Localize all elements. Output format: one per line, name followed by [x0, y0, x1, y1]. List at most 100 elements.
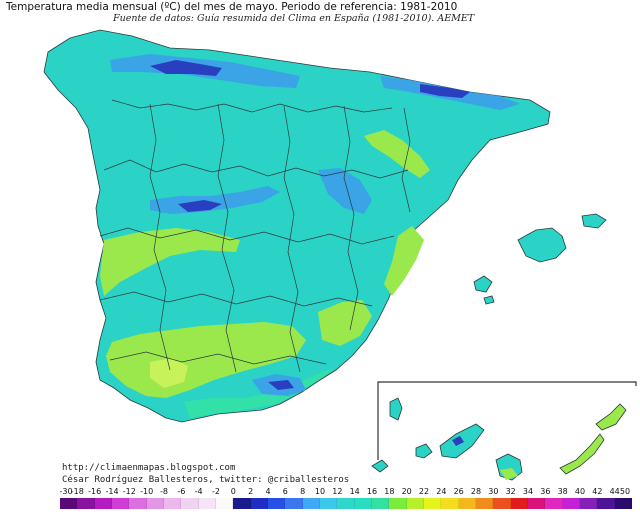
author-credit: César Rodríguez Ballesteros, twitter: @c…	[62, 475, 350, 485]
legend-tick-label: -30	[59, 487, 73, 496]
peninsula	[43, 29, 551, 423]
island-el-hierro	[371, 459, 389, 473]
temperature-legend: -30 -18 -16 -14 -12 -10 -8 -6 -4 -2 0 2 4 6 8 10 12 14 16 1…	[59, 487, 632, 511]
legend-tick-label: 10	[314, 487, 326, 496]
inset-frame	[377, 381, 637, 460]
legend-tick-label: 4	[265, 487, 271, 496]
legend-tick-label: 12	[332, 487, 343, 496]
legend-swatch	[285, 498, 303, 509]
legend-swatch	[527, 498, 546, 509]
legend-tick-label: -18	[70, 487, 84, 496]
warm-zone-levante	[384, 226, 424, 296]
legend-tick-label: 22	[418, 487, 430, 496]
legend-tick-label: 24	[436, 487, 447, 496]
legend-tick-label: -2	[212, 487, 220, 496]
legend-swatch	[510, 498, 528, 509]
legend-swatch	[233, 498, 251, 509]
legend-swatch	[337, 498, 355, 509]
legend-swatch	[319, 498, 338, 509]
legend-tick-label: 32	[505, 487, 516, 496]
map-title: Temperatura media mensual (ºC) del mes d…	[6, 1, 458, 13]
legend-swatch	[198, 498, 216, 509]
legend-swatch	[545, 498, 563, 509]
legend-tick-label: -14	[105, 487, 119, 496]
legend-tick-label: -12	[122, 487, 136, 496]
warm-zone-extremadura	[100, 228, 240, 296]
canary-inset	[371, 381, 637, 481]
legend-tick-labels: -30 -18 -16 -14 -12 -10 -8 -6 -4 -2 0 2 4 6 8 10 12 14 16 1…	[59, 487, 632, 498]
legend-tick-label: -4	[194, 487, 203, 496]
legend-swatch	[77, 498, 95, 509]
legend-tick-label: -10	[140, 487, 154, 496]
legend-tick-label: 8	[300, 487, 306, 496]
island-ibiza	[473, 275, 493, 293]
legend-swatch	[423, 498, 442, 509]
legend-swatch	[614, 498, 632, 509]
province-borders	[99, 99, 411, 373]
warm-zone-gran-canaria	[500, 468, 518, 480]
hot-zone-sevilla	[150, 358, 188, 388]
legend-swatch	[146, 498, 164, 509]
legend-swatch	[597, 498, 615, 509]
legend-swatch	[475, 498, 494, 509]
legend-tick-label: 34	[522, 487, 534, 496]
legend-swatch	[215, 498, 234, 509]
island-formentera	[483, 295, 495, 305]
legend-swatch	[94, 498, 112, 509]
legend-swatch	[181, 498, 199, 509]
coast-zone-south	[184, 368, 334, 418]
legend-tick-label: -16	[88, 487, 102, 496]
legend-swatch	[406, 498, 424, 509]
legend-swatch	[111, 498, 130, 509]
website-credit: http://climaenmapas.blogspot.com	[62, 463, 236, 473]
legend-swatch	[250, 498, 268, 509]
legend-swatch	[302, 498, 320, 509]
legend-tick-label: 44	[609, 487, 620, 496]
legend-swatch	[371, 498, 390, 509]
legend-tick-label: 16	[366, 487, 378, 496]
legend-tick-label: 14	[349, 487, 360, 496]
legend-swatch	[562, 498, 580, 509]
island-lanzarote	[595, 403, 627, 431]
legend-tick-label: 18	[384, 487, 395, 496]
legend-swatch	[267, 498, 286, 509]
peak-gredos	[178, 200, 222, 212]
peak-teide	[452, 436, 464, 446]
island-mallorca	[517, 227, 567, 263]
legend-tick-label: 28	[470, 487, 482, 496]
legend-swatch	[60, 498, 78, 509]
legend-tick-label: 40	[574, 487, 586, 496]
legend-swatch	[354, 498, 372, 509]
legend-tick-label: 50	[619, 487, 631, 496]
mountain-iberica	[318, 168, 372, 214]
warm-zone-ebro	[364, 130, 430, 178]
island-la-palma	[389, 397, 403, 421]
peak-sierra-nevada	[268, 380, 294, 390]
legend-tick-label: 26	[453, 487, 464, 496]
legend-tick-label: 30	[488, 487, 499, 496]
legend-tick-label: -8	[160, 487, 168, 496]
legend-swatch	[493, 498, 511, 509]
legend-color-scale	[60, 498, 632, 509]
warm-zone-murcia	[318, 300, 372, 346]
legend-swatch	[129, 498, 147, 509]
legend-tick-label: 2	[248, 487, 254, 496]
legend-swatch	[163, 498, 182, 509]
map-source: Fuente de datos: Guía resumida del Clima…	[113, 13, 475, 24]
peak-pyrenees	[420, 84, 470, 98]
legend-tick-label: 42	[592, 487, 603, 496]
legend-tick-label: -6	[177, 487, 186, 496]
peak-cantabrica	[150, 60, 222, 76]
island-menorca	[581, 213, 607, 229]
island-la-gomera	[415, 443, 433, 459]
legend-swatch	[389, 498, 407, 509]
balearic-islands	[473, 213, 607, 305]
legend-tick-label: 38	[557, 487, 568, 496]
legend-tick-label: 0	[230, 487, 236, 496]
legend-swatch	[441, 498, 459, 509]
legend-tick-label: 6	[282, 487, 288, 496]
legend-tick-label: 20	[401, 487, 412, 496]
legend-swatch	[579, 498, 598, 509]
island-fuerteventura	[559, 433, 605, 475]
